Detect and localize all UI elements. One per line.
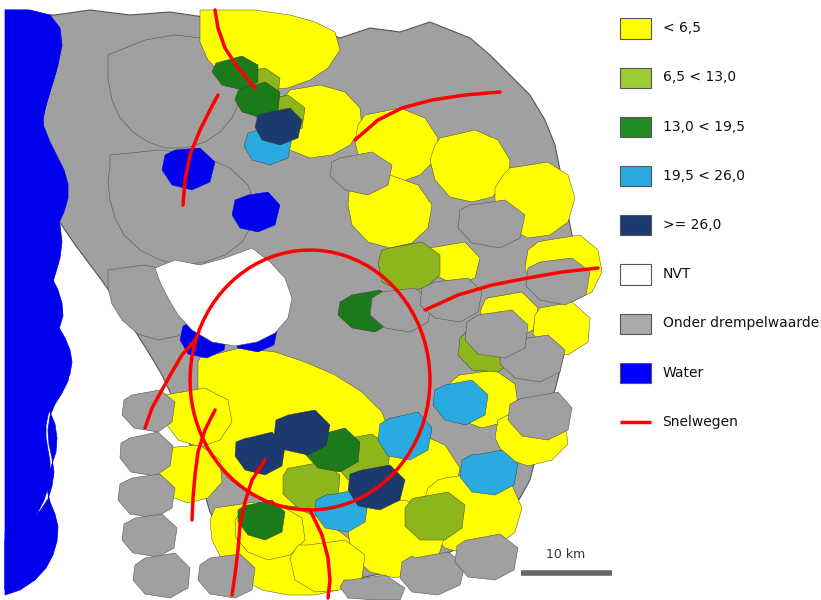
Polygon shape bbox=[230, 312, 278, 352]
FancyBboxPatch shape bbox=[620, 68, 651, 88]
Polygon shape bbox=[425, 242, 480, 285]
Polygon shape bbox=[458, 325, 518, 372]
Polygon shape bbox=[133, 553, 190, 598]
Polygon shape bbox=[244, 125, 292, 165]
Polygon shape bbox=[495, 162, 575, 238]
Polygon shape bbox=[255, 95, 305, 136]
Polygon shape bbox=[5, 10, 72, 590]
Polygon shape bbox=[448, 370, 518, 428]
FancyBboxPatch shape bbox=[620, 215, 651, 235]
Polygon shape bbox=[378, 242, 440, 292]
Polygon shape bbox=[330, 152, 392, 195]
Polygon shape bbox=[283, 462, 340, 510]
Polygon shape bbox=[155, 445, 222, 503]
FancyBboxPatch shape bbox=[620, 363, 651, 383]
FancyBboxPatch shape bbox=[620, 166, 651, 186]
Polygon shape bbox=[433, 380, 488, 425]
Text: 19,5 < 26,0: 19,5 < 26,0 bbox=[663, 169, 745, 183]
Polygon shape bbox=[198, 348, 390, 507]
Polygon shape bbox=[315, 490, 368, 532]
Polygon shape bbox=[274, 410, 330, 455]
Text: Water: Water bbox=[663, 365, 704, 380]
Polygon shape bbox=[305, 428, 360, 472]
Polygon shape bbox=[180, 316, 228, 358]
Polygon shape bbox=[460, 450, 518, 495]
Polygon shape bbox=[348, 175, 432, 248]
Polygon shape bbox=[162, 388, 232, 447]
Text: < 6,5: < 6,5 bbox=[663, 21, 700, 35]
Polygon shape bbox=[255, 108, 302, 145]
Text: NVT: NVT bbox=[663, 267, 691, 281]
Polygon shape bbox=[362, 432, 460, 518]
Polygon shape bbox=[508, 392, 572, 440]
Polygon shape bbox=[272, 85, 362, 158]
Polygon shape bbox=[108, 35, 242, 148]
Polygon shape bbox=[118, 474, 175, 518]
Polygon shape bbox=[348, 465, 405, 510]
Polygon shape bbox=[238, 500, 285, 540]
Polygon shape bbox=[162, 148, 215, 190]
Polygon shape bbox=[5, 10, 70, 595]
Polygon shape bbox=[335, 434, 390, 482]
Polygon shape bbox=[525, 235, 602, 302]
Polygon shape bbox=[205, 302, 252, 342]
Polygon shape bbox=[290, 540, 365, 592]
Polygon shape bbox=[108, 150, 255, 265]
Polygon shape bbox=[340, 575, 405, 600]
Polygon shape bbox=[458, 200, 525, 248]
FancyBboxPatch shape bbox=[620, 265, 651, 284]
FancyBboxPatch shape bbox=[620, 117, 651, 137]
Polygon shape bbox=[533, 302, 590, 355]
Polygon shape bbox=[495, 408, 568, 466]
Polygon shape bbox=[238, 68, 280, 102]
Polygon shape bbox=[20, 10, 575, 583]
Polygon shape bbox=[155, 248, 292, 346]
FancyBboxPatch shape bbox=[620, 19, 651, 38]
FancyBboxPatch shape bbox=[620, 314, 651, 334]
Text: >= 26,0: >= 26,0 bbox=[663, 218, 721, 232]
Polygon shape bbox=[235, 505, 305, 560]
Polygon shape bbox=[235, 432, 285, 475]
Polygon shape bbox=[370, 288, 432, 332]
Polygon shape bbox=[430, 130, 510, 202]
Polygon shape bbox=[405, 492, 465, 540]
Polygon shape bbox=[378, 412, 432, 460]
Text: 13,0 < 19,5: 13,0 < 19,5 bbox=[663, 119, 745, 134]
Polygon shape bbox=[108, 265, 200, 340]
Polygon shape bbox=[338, 290, 395, 332]
Polygon shape bbox=[198, 554, 255, 598]
Text: 10 km: 10 km bbox=[546, 548, 585, 561]
Polygon shape bbox=[400, 552, 465, 595]
Text: Onder drempelwaarde: Onder drempelwaarde bbox=[663, 316, 819, 331]
Polygon shape bbox=[200, 10, 340, 90]
Polygon shape bbox=[122, 514, 177, 557]
Polygon shape bbox=[455, 534, 518, 580]
Polygon shape bbox=[526, 258, 590, 305]
Polygon shape bbox=[422, 472, 522, 555]
Text: Snelwegen: Snelwegen bbox=[663, 415, 738, 429]
Polygon shape bbox=[235, 82, 280, 118]
Polygon shape bbox=[355, 108, 438, 182]
Polygon shape bbox=[500, 335, 565, 382]
Polygon shape bbox=[210, 502, 360, 595]
Polygon shape bbox=[232, 192, 280, 232]
Polygon shape bbox=[480, 292, 538, 340]
Polygon shape bbox=[348, 500, 445, 578]
Polygon shape bbox=[212, 56, 258, 90]
Text: 6,5 < 13,0: 6,5 < 13,0 bbox=[663, 70, 736, 85]
Polygon shape bbox=[120, 432, 173, 476]
Polygon shape bbox=[122, 390, 175, 432]
Polygon shape bbox=[465, 310, 528, 358]
Polygon shape bbox=[420, 278, 482, 322]
